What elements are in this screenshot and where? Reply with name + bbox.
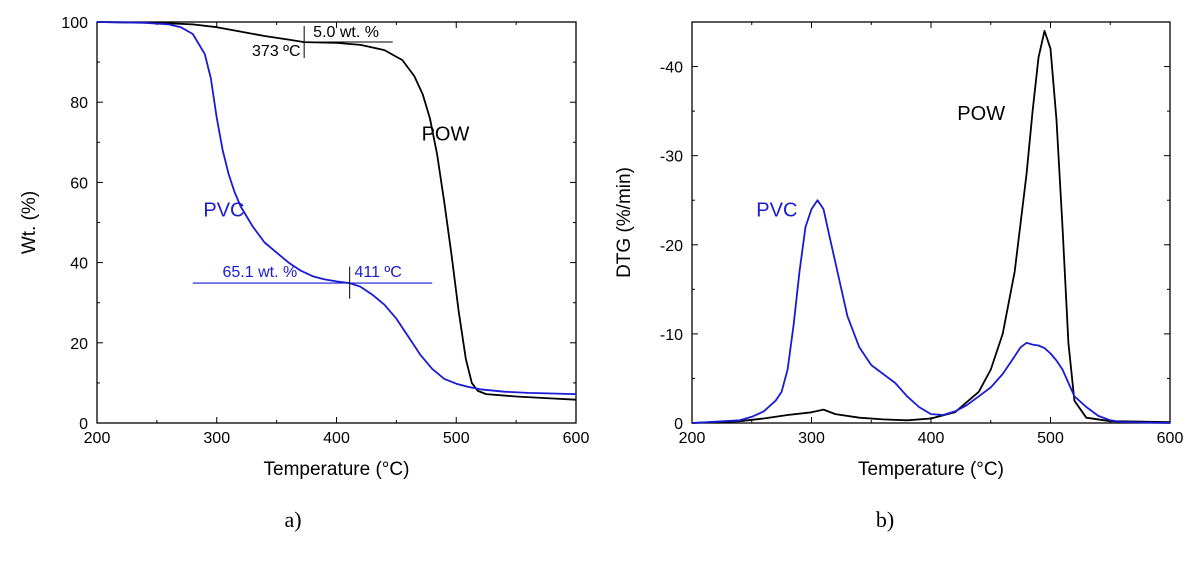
plot-frame (691, 21, 1171, 424)
x-tick-label: 400 (918, 430, 945, 447)
x-tick-label: 500 (443, 430, 470, 447)
x-tick-label: 300 (798, 430, 825, 447)
series-line-pvc (96, 21, 577, 395)
x-axis-title: Temperature (°C) (858, 459, 1004, 480)
x-tick-label: 600 (563, 430, 590, 447)
series-label-pow: POW (422, 123, 470, 145)
x-axis-title: Temperature (°C) (264, 459, 410, 480)
y-tick-label: 0 (79, 416, 88, 433)
series-label-pvc: PVC (756, 199, 797, 221)
y-tick-label: 60 (70, 175, 88, 192)
y-tick-label: 20 (70, 336, 88, 353)
panel-b-chart: 200 300 400 500 600 0 -10 -20 -30 -40 Temperature … (614, 21, 1184, 532)
y-tick-label: 40 (70, 256, 88, 273)
y-tick-label: -30 (660, 149, 683, 166)
plot-frame (96, 21, 577, 424)
annotation-65wt: 65.1 wt. % (223, 264, 298, 281)
annotation-411: 411 ºC (354, 264, 401, 281)
series-label-pvc: PVC (203, 199, 244, 221)
panel-a-chart: 200 300 400 500 600 0 20 40 60 80 100 Temperature (… (19, 15, 589, 532)
x-tick-label: 500 (1037, 430, 1064, 447)
panel-label: b) (876, 507, 894, 532)
x-tick-label: 200 (679, 430, 706, 447)
panel-label: a) (284, 507, 301, 532)
series-line-pvc (691, 199, 1171, 424)
series-label-pow: POW (957, 103, 1005, 125)
annotation-373: 373 ºC (252, 43, 301, 60)
series-line-pow (96, 21, 577, 401)
x-tick-label: 200 (84, 430, 111, 447)
series-line-pow (691, 30, 1171, 424)
x-tick-label: 600 (1157, 430, 1184, 447)
x-tick-label: 300 (203, 430, 230, 447)
annotation-5wt: 5.0 wt. % (313, 24, 379, 41)
x-tick-label: 400 (323, 430, 350, 447)
y-tick-label: -40 (660, 60, 683, 77)
y-axis-title: Wt. (%) (19, 191, 40, 254)
y-tick-label: 100 (61, 15, 88, 32)
y-tick-label: -10 (660, 327, 683, 344)
y-tick-label: 80 (70, 95, 88, 112)
y-tick-label: -20 (660, 238, 683, 255)
y-tick-label: 0 (674, 416, 683, 433)
y-axis-title: DTG (%/min) (614, 167, 635, 278)
